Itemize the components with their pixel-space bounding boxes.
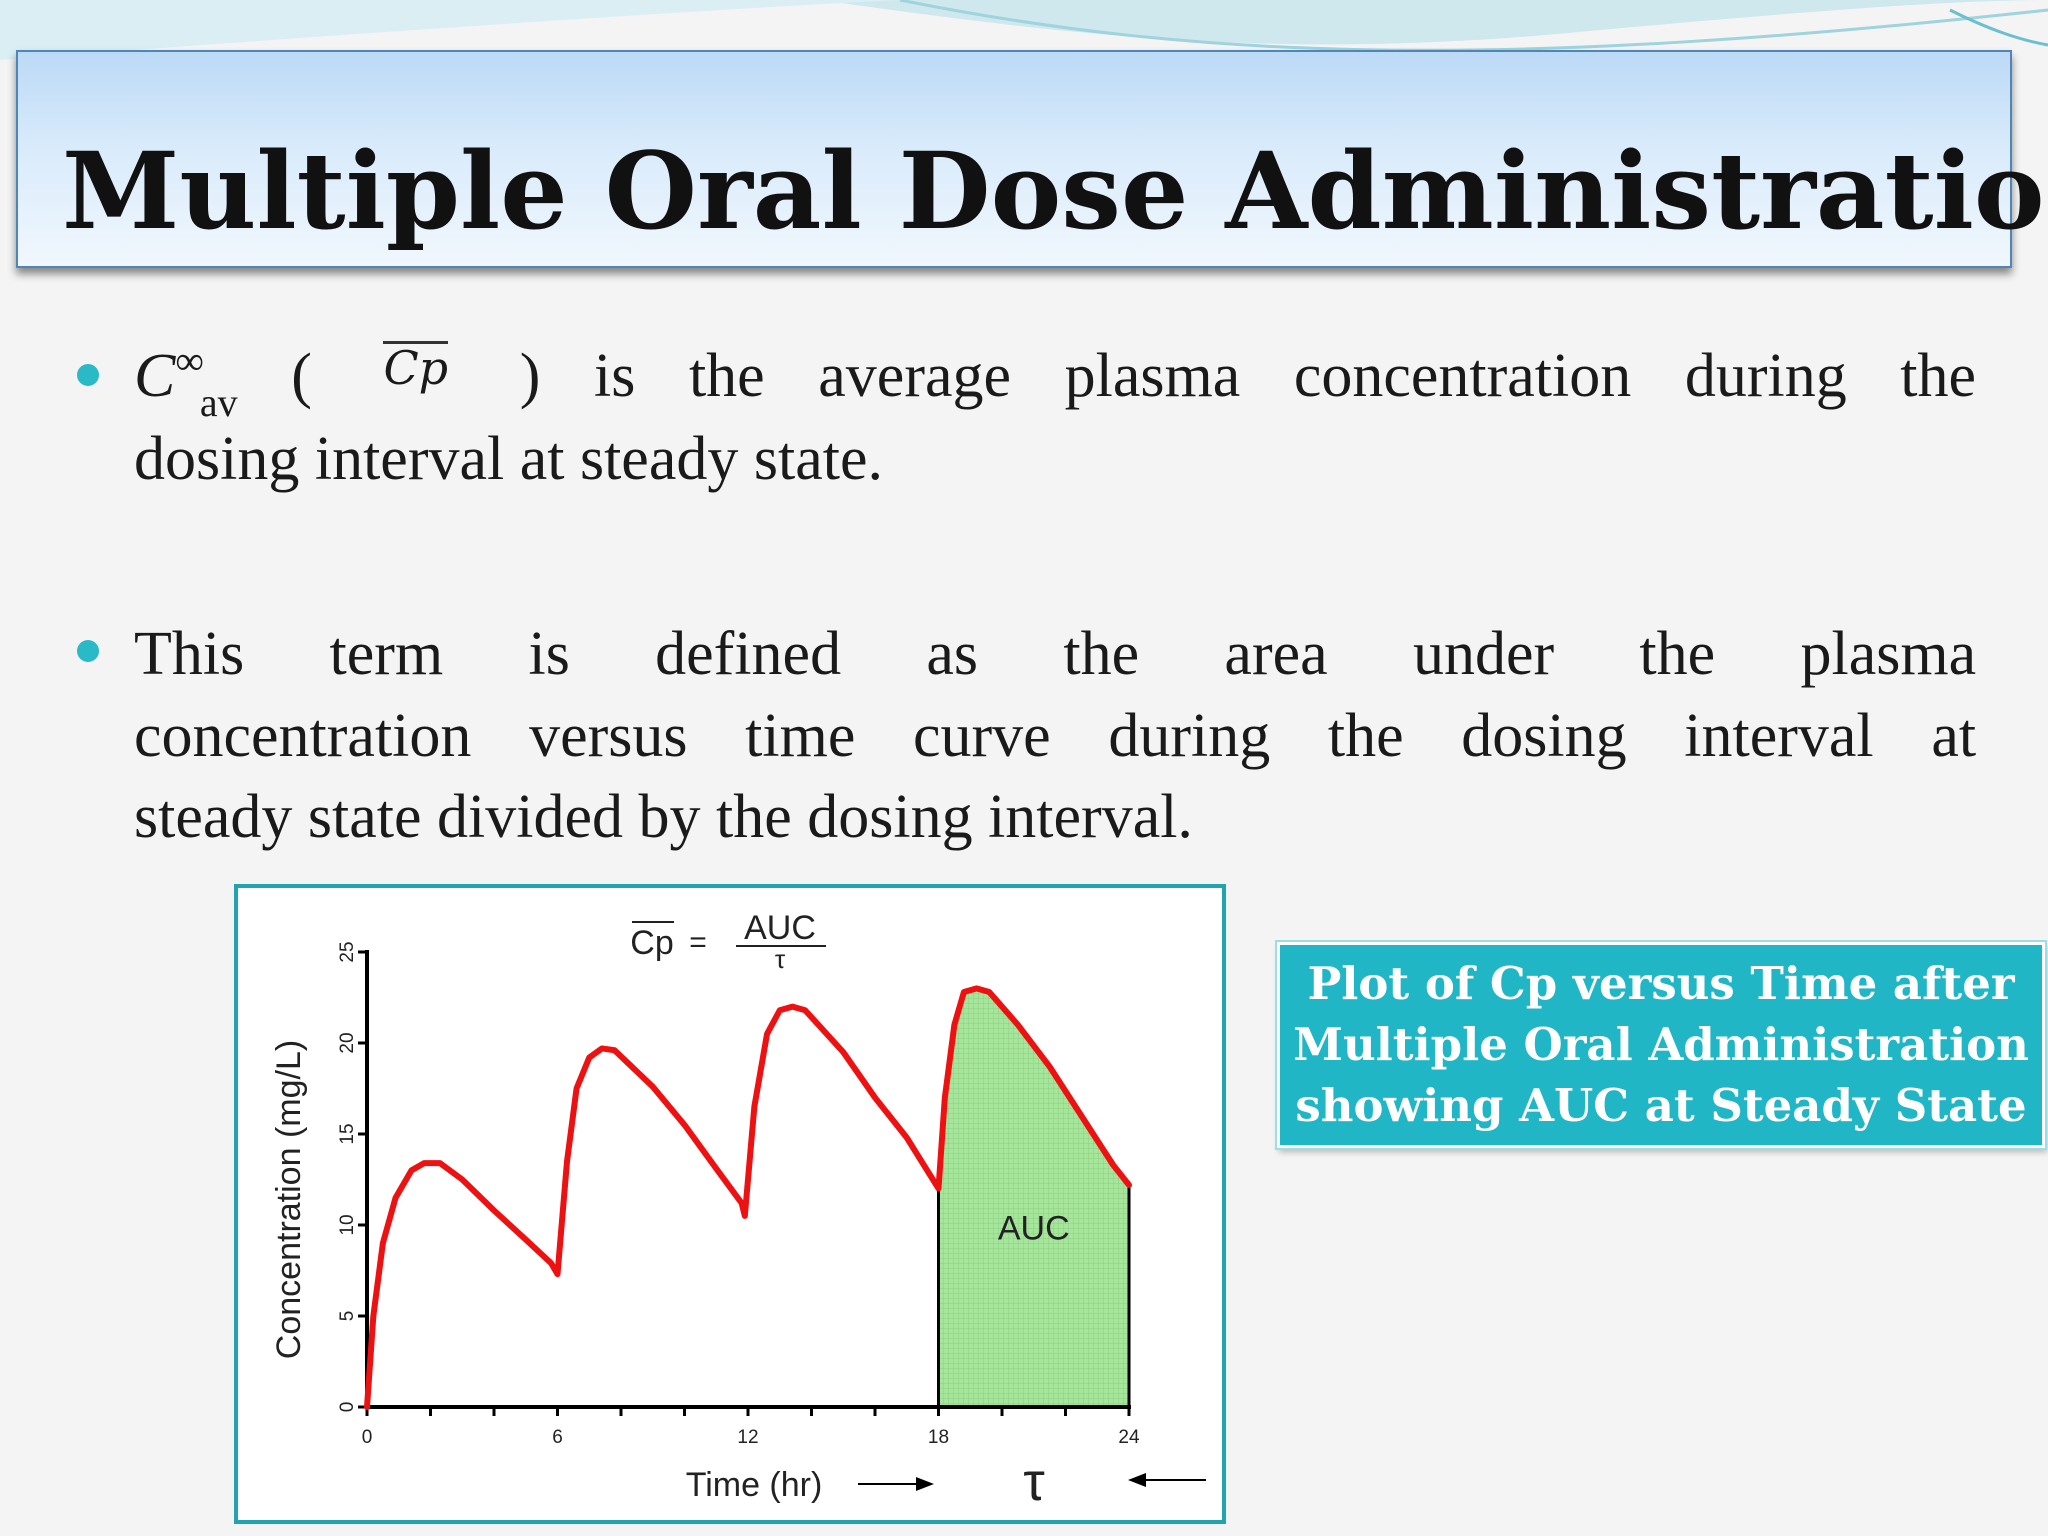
word: concentration xyxy=(134,702,472,770)
word: term xyxy=(329,620,444,688)
x-tick-label: 12 xyxy=(737,1427,758,1448)
bullet-dot xyxy=(77,364,99,386)
y-tick-label: 25 xyxy=(337,941,358,962)
word: during xyxy=(1684,342,1847,410)
tau-arrow-left-head xyxy=(916,1477,934,1491)
bullet-dot xyxy=(77,640,99,662)
bullet-1-line-1: C∞av ( Cp ) is the average plasma concen… xyxy=(134,335,1977,425)
word: area xyxy=(1224,620,1328,688)
concentration-time-chart: AUC 0 5 10 15 20 25 0 6 12 18 24 Concentration (mg/L… xyxy=(270,909,1206,1512)
caption-line: Multiple Oral Administration xyxy=(1293,1018,2029,1071)
word: defined xyxy=(655,620,842,688)
cp-bar-symbol: Cp xyxy=(383,341,449,395)
bullet-2-line-3: steady state divided by the dosing inter… xyxy=(134,783,1193,851)
word: plasma xyxy=(1800,620,1977,688)
word: the xyxy=(1639,620,1716,688)
chart-frame: AUC 0 5 10 15 20 25 0 6 12 18 24 Concentration (mg/L… xyxy=(234,884,1226,1524)
y-tick-label: 0 xyxy=(337,1402,358,1413)
y-tick-label: 5 xyxy=(337,1311,358,1322)
y-tick-label: 20 xyxy=(337,1032,358,1053)
word: as xyxy=(926,620,979,688)
word: versus xyxy=(529,702,688,770)
word: the xyxy=(688,342,765,410)
word: at xyxy=(1931,702,1977,770)
auc-shaded-area xyxy=(938,988,1129,1407)
cav-symbol: C∞av xyxy=(134,338,238,425)
equation-numerator: AUC xyxy=(744,909,816,947)
word: average xyxy=(818,342,1012,410)
word: interval xyxy=(1684,702,1874,770)
word: curve xyxy=(913,702,1051,770)
bullet-1-line-2: dosing interval at steady state. xyxy=(134,425,883,493)
equation-denominator: τ xyxy=(775,944,786,974)
word: under xyxy=(1412,620,1555,688)
word: the xyxy=(1900,342,1977,410)
word: concentration xyxy=(1293,342,1632,410)
slide-title: Multiple Oral Dose Administration xyxy=(62,128,2048,253)
tau-arrow-right-head xyxy=(1128,1473,1146,1487)
x-tick-label: 0 xyxy=(362,1427,373,1448)
x-tick-label: 18 xyxy=(928,1427,949,1448)
bullet-2-line-1: This term is defined as the area under t… xyxy=(134,613,1976,695)
equation-lhs: Cp xyxy=(630,924,673,962)
x-tick-label: 6 xyxy=(552,1427,563,1448)
close-paren: ) xyxy=(519,342,541,410)
word: dosing xyxy=(1461,702,1627,770)
caption-line: showing AUC at Steady State xyxy=(1295,1079,2027,1132)
y-tick-label: 15 xyxy=(337,1123,358,1144)
word: is xyxy=(593,342,636,410)
concentration-curve xyxy=(364,985,1132,1410)
y-axis-label: Concentration (mg/L) xyxy=(270,1040,308,1359)
word: is xyxy=(528,620,570,688)
word: plasma xyxy=(1064,342,1241,410)
x-tick-label: 24 xyxy=(1118,1427,1140,1448)
caption-line: Plot of Cp versus Time after xyxy=(1307,957,2015,1010)
word: time xyxy=(745,702,856,770)
chart-caption: Plot of Cp versus Time after Multiple Or… xyxy=(1277,942,2045,1148)
word: during xyxy=(1108,702,1271,770)
auc-label: AUC xyxy=(998,1210,1070,1248)
y-tick-label: 10 xyxy=(337,1214,358,1235)
title-banner xyxy=(16,50,2012,268)
equation-equals: = xyxy=(689,926,707,959)
open-paren: ( xyxy=(291,342,312,410)
tau-label: τ xyxy=(1023,1452,1044,1512)
word: This xyxy=(134,620,245,688)
x-axis-label: Time (hr) xyxy=(686,1466,823,1504)
word: the xyxy=(1063,620,1140,688)
bullet-2-line-2: concentration versus time curve during t… xyxy=(134,695,1976,777)
word: the xyxy=(1327,702,1404,770)
